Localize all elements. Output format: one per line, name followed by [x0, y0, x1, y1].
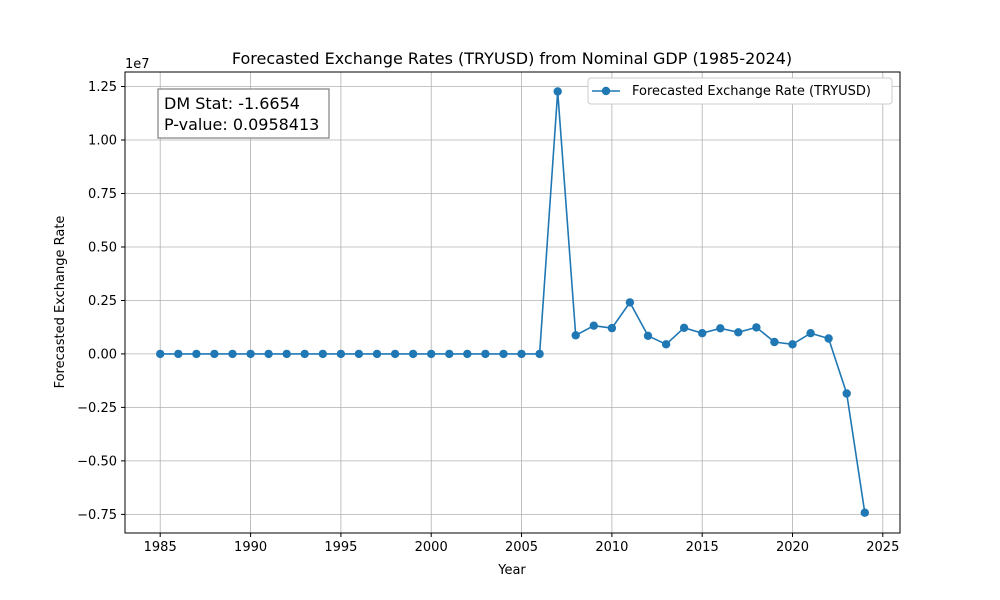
data-point: [354, 349, 364, 359]
x-tick-label: 1985: [144, 540, 177, 555]
dm-stat-text: DM Stat: -1.6654: [164, 94, 300, 113]
data-point: [336, 349, 346, 359]
plot-frame: [124, 71, 901, 534]
data-point: [282, 349, 291, 359]
data-point: [607, 323, 617, 333]
legend-box: [587, 77, 893, 105]
data-point: [860, 508, 869, 517]
legend-label: Forecasted Exchange Rate (TRYUSD): [632, 84, 871, 99]
legend-marker: [601, 86, 611, 96]
data-point: [679, 323, 689, 332]
x-tick-label: 2000: [415, 540, 448, 555]
x-tick-label: 2005: [505, 540, 538, 555]
data-point: [535, 349, 544, 359]
data-point: [734, 328, 743, 337]
y-tick-label: −0.25: [77, 401, 117, 416]
x-tick-label: 1990: [234, 540, 267, 555]
data-point: [553, 87, 562, 96]
series-line: [160, 91, 866, 513]
data-point: [210, 349, 219, 359]
y-axis-ticks: −0.75 −0.50 −0.25 0.00 0.25 0.50 0.75 1.00 1.25: [77, 80, 125, 523]
data-point: [661, 340, 671, 349]
data-point: [481, 349, 490, 359]
data-point: [770, 337, 779, 347]
grid-lines: [125, 72, 900, 533]
data-point: [806, 329, 815, 338]
data-point: [390, 349, 400, 359]
data-point: [246, 349, 255, 359]
data-point: [372, 349, 382, 359]
data-point: [427, 349, 436, 359]
x-tick-label: 2010: [595, 540, 628, 555]
data-point: [824, 334, 833, 343]
x-axis-label: Year: [497, 563, 526, 578]
data-point: [698, 329, 707, 338]
data-point: [192, 349, 201, 359]
data-point: [156, 349, 165, 359]
data-point: [643, 331, 653, 340]
data-point: [408, 349, 418, 359]
annotation-box: DM Stat: -1.6654 P-value: 0.0958413: [157, 88, 330, 139]
chart-title: Forecasted Exchange Rates (TRYUSD) from …: [232, 49, 792, 68]
y-axis-label: Forecasted Exchange Rate: [53, 216, 68, 389]
data-point: [752, 323, 761, 332]
data-point: [589, 321, 598, 330]
data-point: [318, 349, 327, 359]
data-point: [174, 349, 183, 359]
p-value-text: P-value: 0.0958413: [164, 115, 319, 134]
y-tick-label: −0.50: [77, 454, 117, 469]
data-point: [499, 349, 508, 359]
y-axis-offset-label: 1e7: [125, 57, 150, 72]
legend: Forecasted Exchange Rate (TRYUSD): [587, 77, 893, 105]
data-point: [571, 331, 580, 340]
y-tick-label: 0.25: [88, 294, 117, 309]
data-point: [264, 349, 273, 359]
x-tick-label: 1995: [324, 540, 357, 555]
data-point: [716, 324, 725, 333]
x-tick-label: 2020: [776, 540, 809, 555]
series-group: [156, 87, 869, 517]
x-tick-label: 2015: [686, 540, 719, 555]
y-tick-label: 0.50: [88, 241, 117, 256]
data-point: [517, 349, 526, 359]
data-point: [842, 389, 851, 398]
y-tick-label: 0.00: [88, 347, 117, 362]
y-tick-label: 1.25: [88, 80, 117, 95]
data-point: [228, 349, 237, 359]
data-point: [445, 349, 454, 359]
y-tick-label: 1.00: [88, 134, 117, 149]
y-tick-label: 0.75: [88, 187, 117, 202]
y-tick-label: −0.75: [77, 508, 117, 523]
data-point: [463, 349, 472, 359]
x-tick-label: 2025: [866, 540, 899, 555]
data-point: [788, 340, 797, 349]
x-axis-ticks: 1985 1990 1995 2000 2005 2010 2015 2020 2025: [144, 533, 899, 555]
data-point: [300, 349, 309, 359]
data-point: [625, 298, 635, 307]
